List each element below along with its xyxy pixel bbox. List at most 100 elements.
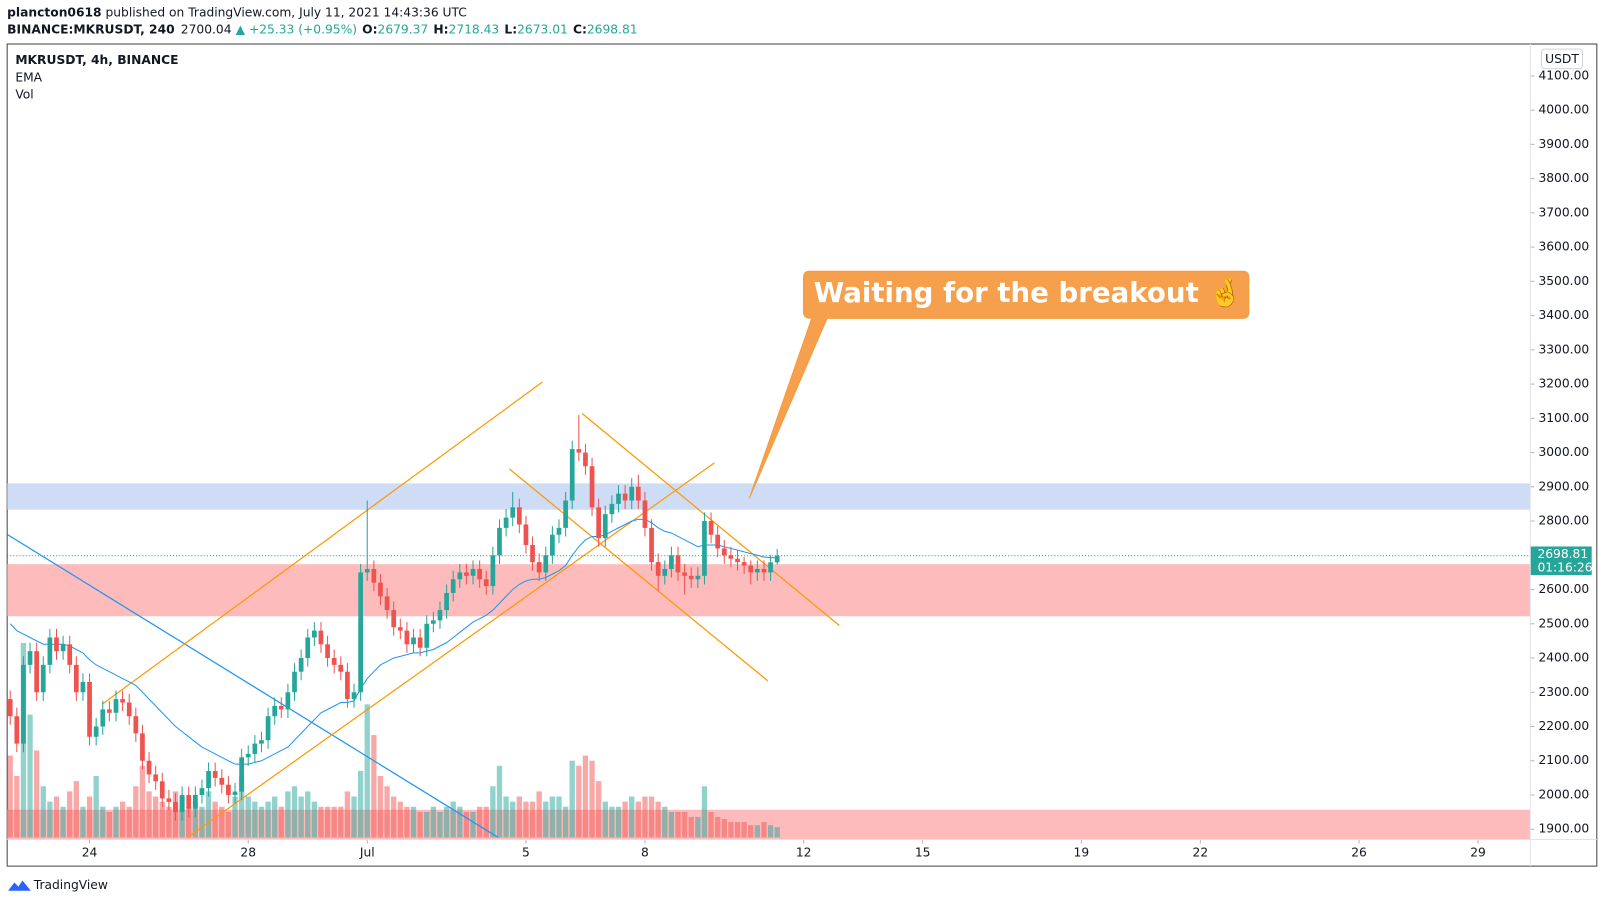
candle-body bbox=[682, 572, 687, 576]
y-tick-label: 3900.00 bbox=[1538, 137, 1589, 151]
candle-body bbox=[523, 524, 529, 546]
volume-bar bbox=[192, 801, 199, 838]
candle-body bbox=[40, 664, 46, 693]
candle-body bbox=[649, 527, 654, 563]
volume-bar bbox=[516, 796, 522, 838]
volume-bar bbox=[675, 811, 681, 838]
candle-body bbox=[563, 500, 568, 528]
candle-body bbox=[358, 572, 363, 693]
candle-body bbox=[245, 753, 251, 758]
candle-body bbox=[629, 486, 635, 501]
candle-body bbox=[212, 771, 218, 778]
plot bbox=[7, 381, 1531, 840]
candle-body bbox=[192, 794, 198, 809]
y-tick-label: 3700.00 bbox=[1538, 205, 1589, 219]
volume-bar bbox=[662, 806, 668, 838]
volume-bar bbox=[767, 825, 774, 838]
header-line: plancton0618 published on TradingView.co… bbox=[7, 5, 467, 19]
ohlc-label: C: bbox=[573, 22, 587, 36]
x-tick-label: 24 bbox=[82, 845, 98, 859]
candle-body bbox=[351, 692, 357, 700]
candle-body bbox=[265, 716, 271, 741]
volume-bar bbox=[80, 806, 86, 838]
trend-line bbox=[187, 462, 715, 838]
candle-body bbox=[642, 500, 648, 528]
volume-bar bbox=[265, 801, 271, 838]
candle-body bbox=[146, 760, 152, 775]
volume-bar bbox=[688, 816, 694, 838]
volume-bar bbox=[602, 801, 608, 838]
ohlc-label: L: bbox=[504, 22, 517, 36]
ohlc-label: O: bbox=[362, 22, 377, 36]
volume-bar bbox=[635, 801, 641, 838]
candle-body bbox=[477, 568, 483, 580]
candle-body bbox=[662, 568, 668, 576]
volume-bar bbox=[761, 822, 767, 838]
legend-ema: EMA bbox=[15, 70, 42, 84]
candle-body bbox=[47, 637, 53, 665]
volume-bar bbox=[377, 776, 384, 838]
candle-body bbox=[384, 596, 390, 611]
currency: USDT bbox=[1545, 52, 1579, 66]
zone bbox=[7, 483, 1531, 510]
callout bbox=[748, 270, 1250, 499]
candle-body bbox=[60, 644, 66, 652]
volume-bar bbox=[225, 811, 232, 838]
volume-bar bbox=[424, 811, 430, 838]
candle-body bbox=[424, 623, 430, 648]
candle-body bbox=[226, 784, 231, 795]
volume-bar bbox=[298, 796, 304, 838]
candle-body bbox=[708, 521, 714, 535]
y-tick-label: 3300.00 bbox=[1538, 342, 1589, 356]
volume-bar bbox=[715, 816, 721, 838]
volume-bar bbox=[245, 796, 251, 838]
trend-line bbox=[7, 533, 499, 838]
volume-bar bbox=[701, 786, 708, 838]
volume-bar bbox=[490, 786, 496, 838]
candle-body bbox=[252, 743, 258, 754]
volume-bar bbox=[86, 796, 93, 838]
candle-body bbox=[550, 534, 555, 556]
candle-body bbox=[113, 699, 119, 713]
candle-body bbox=[536, 562, 542, 573]
footer: TradingView bbox=[33, 878, 108, 892]
volume-bar bbox=[40, 786, 46, 838]
candle-body bbox=[219, 777, 225, 785]
volume-bar bbox=[728, 822, 734, 838]
candle-body bbox=[721, 548, 727, 556]
candle-body bbox=[173, 801, 178, 813]
volume-bar bbox=[146, 791, 152, 838]
y-tick-label: 3100.00 bbox=[1538, 411, 1589, 425]
volume-bar bbox=[324, 806, 331, 838]
candle-body bbox=[259, 740, 264, 744]
volume-bar bbox=[119, 801, 126, 838]
y-tick-label: 2500.00 bbox=[1538, 616, 1589, 630]
volume-bar bbox=[470, 811, 476, 838]
volume-bar bbox=[153, 796, 159, 838]
y-tick-label: 2600.00 bbox=[1538, 582, 1589, 596]
zone bbox=[7, 564, 1531, 617]
volume-bar bbox=[681, 811, 688, 838]
y-tick-label: 2900.00 bbox=[1538, 479, 1589, 493]
candle-body bbox=[695, 575, 701, 580]
candle-body bbox=[27, 651, 33, 665]
ohlc-value: 2679.37 bbox=[378, 22, 429, 36]
y-tick-label: 2100.00 bbox=[1538, 753, 1589, 767]
volume-bar bbox=[285, 791, 291, 838]
chart-frame bbox=[6, 43, 1598, 867]
volume-bar bbox=[609, 806, 615, 838]
x-tick-label: 8 bbox=[641, 845, 649, 859]
candle-body bbox=[206, 771, 211, 789]
y-tick-label: 2400.00 bbox=[1538, 651, 1589, 665]
volume-bar bbox=[166, 806, 172, 838]
candle-body bbox=[391, 610, 397, 628]
trend-line bbox=[509, 468, 769, 682]
volume-bar bbox=[100, 806, 106, 838]
volume-bar bbox=[503, 796, 509, 838]
volume-bar bbox=[510, 801, 516, 838]
candle-body bbox=[199, 788, 205, 795]
volume-bar bbox=[291, 786, 298, 838]
volume-bar bbox=[437, 811, 443, 838]
candle-body bbox=[516, 507, 522, 525]
x-tick-label: 29 bbox=[1470, 845, 1486, 859]
